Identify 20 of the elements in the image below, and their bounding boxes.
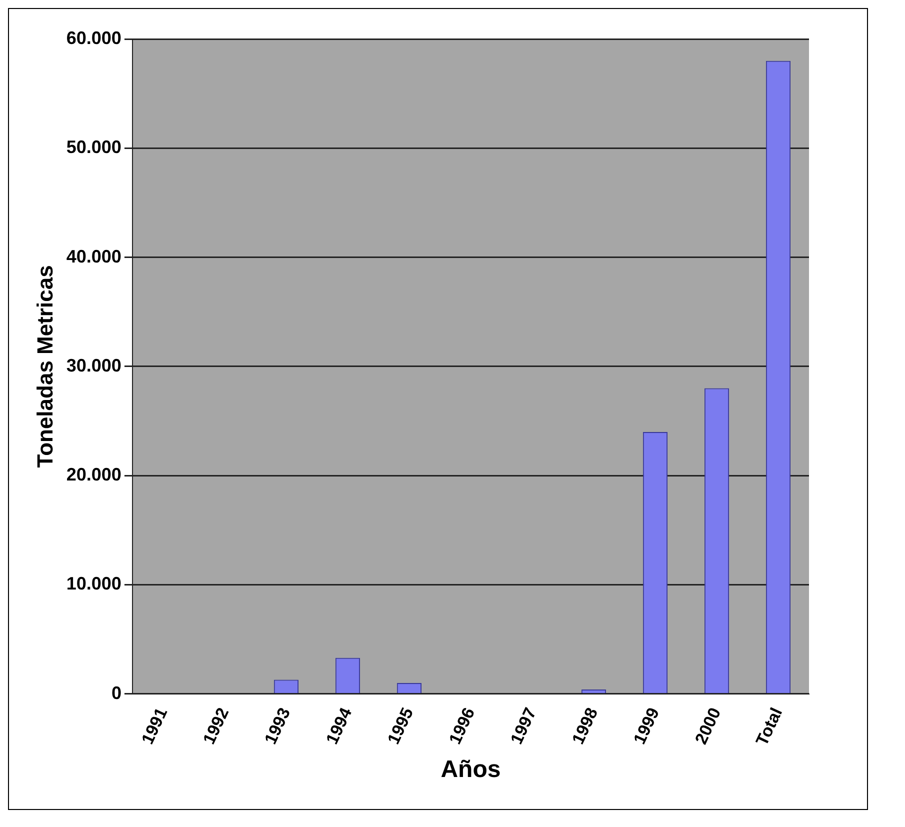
x-tick-label: 2000	[691, 704, 725, 748]
x-tick-label: 1993	[260, 704, 294, 748]
y-tick-label: 10.000	[66, 574, 122, 594]
x-axis-title: Años	[440, 756, 501, 784]
y-tick-label: 20.000	[66, 464, 122, 485]
x-tick-label: 1994	[322, 704, 356, 748]
x-tick-label: 1991	[138, 704, 172, 748]
x-tick-label: 1998	[568, 704, 602, 748]
x-tick-label: 1997	[506, 704, 540, 748]
x-tick-label: 1995	[384, 704, 418, 748]
x-tick-label: 1996	[445, 704, 479, 748]
x-tick-label: 1992	[199, 704, 233, 748]
y-tick-label: 60.000	[66, 28, 122, 48]
y-tick-label: 0	[111, 682, 122, 703]
y-axis-title: Toneladas Metricas	[32, 265, 58, 468]
y-tick-label: 40.000	[66, 246, 122, 266]
y-tick-label: 30.000	[66, 355, 122, 376]
x-tick-label: Total	[752, 704, 786, 749]
y-tick-label: 50.000	[66, 137, 122, 158]
x-tick-label: 1999	[630, 704, 664, 748]
